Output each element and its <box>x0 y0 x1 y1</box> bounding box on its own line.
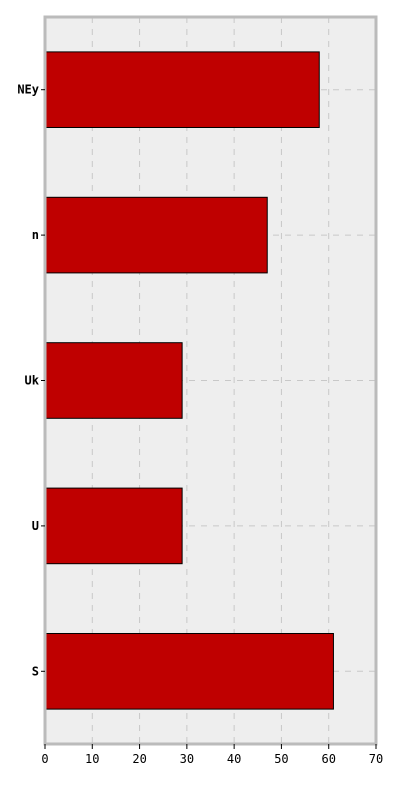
category-label: S <box>32 664 39 678</box>
x-tick-label: 50 <box>274 752 288 766</box>
bar <box>44 632 334 710</box>
bar <box>44 196 268 274</box>
x-tick-label: 20 <box>132 752 146 766</box>
y-axis: NEy n Uk U S <box>17 83 45 678</box>
bar <box>44 342 183 419</box>
x-tick-label: 30 <box>180 752 194 766</box>
x-tick-label: 60 <box>321 752 335 766</box>
x-tick-label: 70 <box>369 752 383 766</box>
x-tick-label: 0 <box>41 752 48 766</box>
x-axis: 0 10 20 30 40 50 60 70 <box>41 744 383 766</box>
category-label: Uk <box>25 374 40 388</box>
x-tick-label: 40 <box>227 752 241 766</box>
category-label: U <box>32 519 39 533</box>
category-label: n <box>32 228 39 242</box>
category-label: NEy <box>17 83 39 97</box>
bars <box>44 51 334 710</box>
bar <box>44 51 320 129</box>
bar <box>44 487 183 565</box>
x-tick-label: 10 <box>85 752 99 766</box>
